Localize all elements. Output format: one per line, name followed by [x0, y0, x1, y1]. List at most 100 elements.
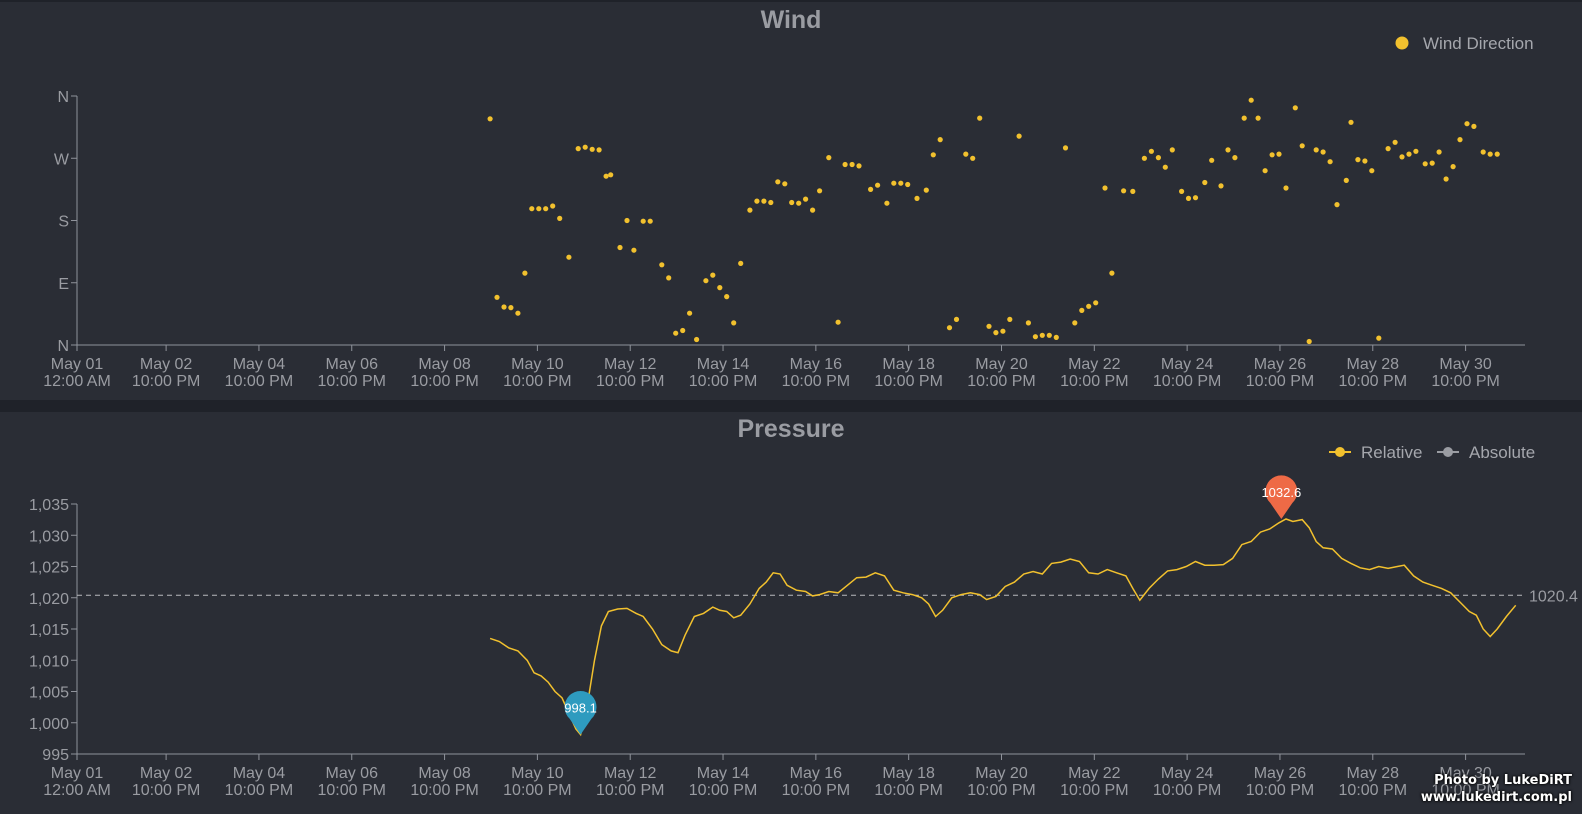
pressure-x-tick-label: 10:00 PM	[318, 782, 386, 799]
pressure-x-tick-label: 10:00 PM	[1246, 782, 1314, 799]
pressure-x-tick-label: May 16	[790, 765, 843, 782]
pressure-x-tick-label: May 06	[326, 765, 379, 782]
pressure-x-tick-label: 10:00 PM	[782, 782, 850, 799]
wind-direction-point	[1422, 161, 1428, 167]
wind-direction-point	[1292, 105, 1298, 111]
wind-direction-point	[1276, 151, 1282, 157]
wind-direction-point	[703, 278, 709, 284]
pressure-max-marker: 1032.6	[1261, 475, 1301, 519]
wind-direction-point	[803, 196, 809, 202]
wind-direction-point	[761, 198, 767, 204]
wind-direction-point	[1443, 176, 1449, 182]
wind-direction-point	[566, 254, 572, 260]
wind-x-tick-label: May 28	[1347, 356, 1400, 373]
wind-x-tick-label: May 04	[233, 356, 286, 373]
wind-x-tick-label: May 02	[140, 356, 193, 373]
wind-direction-point	[1313, 147, 1319, 153]
wind-direction-point	[1406, 151, 1412, 157]
wind-direction-point	[1192, 195, 1199, 201]
wind-direction-point	[898, 180, 904, 186]
wind-direction-point	[1355, 157, 1361, 163]
wind-direction-point	[710, 272, 716, 278]
wind-direction-point	[1102, 185, 1108, 191]
wind-direction-point	[993, 330, 999, 336]
wind-direction-point	[724, 294, 730, 300]
wind-x-tick-label: 10:00 PM	[1431, 373, 1499, 390]
wind-direction-point	[856, 163, 862, 169]
wind-direction-point	[1185, 195, 1192, 201]
pressure-legend-relative[interactable]: Relative	[1329, 443, 1422, 462]
wind-direction-point	[522, 270, 528, 276]
wind-direction-point	[1362, 158, 1368, 164]
wind-x-tick-label: 10:00 PM	[1153, 373, 1221, 390]
wind-x-tick-label: 10:00 PM	[132, 373, 200, 390]
wind-direction-point	[1062, 145, 1069, 151]
pressure-x-tick-label: 10:00 PM	[1153, 782, 1221, 799]
wind-x-tick-label: May 26	[1254, 356, 1307, 373]
pressure-x-tick-label: May 04	[233, 765, 286, 782]
wind-direction-point	[891, 180, 897, 186]
wind-direction-point	[1032, 334, 1038, 340]
wind-direction-point	[1072, 320, 1078, 326]
pressure-y-tick-label: 1,030	[29, 528, 69, 545]
wind-direction-point	[596, 147, 602, 153]
wind-direction-point	[986, 323, 992, 329]
wind-x-tick-label: 10:00 PM	[689, 373, 757, 390]
pressure-chart-title: Pressure	[737, 415, 844, 443]
wind-direction-point	[923, 187, 929, 193]
wind-direction-point	[529, 206, 535, 212]
pressure-legend-absolute[interactable]: Absolute	[1437, 443, 1535, 462]
pressure-x-tick-label: 10:00 PM	[503, 782, 571, 799]
wind-direction-point	[508, 305, 514, 311]
wind-legend-item[interactable]: Wind Direction	[1395, 34, 1534, 53]
pressure-y-tick-label: 1,000	[29, 716, 69, 733]
pressure-x-tick-label: 10:00 PM	[410, 782, 478, 799]
wind-direction-point	[550, 203, 556, 209]
pressure-x-tick-label: May 18	[882, 765, 935, 782]
pressure-x-tick-label: May 26	[1254, 765, 1307, 782]
wind-direction-point	[738, 260, 744, 266]
wind-x-tick-label: 10:00 PM	[1060, 373, 1128, 390]
pressure-min-marker-pin	[564, 691, 597, 735]
wind-direction-point	[608, 172, 614, 178]
pressure-x-tick-label: 10:00 PM	[1060, 782, 1128, 799]
wind-direction-point	[953, 316, 960, 322]
wind-direction-point	[1225, 147, 1231, 153]
pressure-markers: 998.1 1032.6	[564, 475, 1301, 735]
pressure-x-tick-label: 10:00 PM	[132, 782, 200, 799]
pressure-x-tick-label: 10:00 PM	[1431, 782, 1499, 799]
wind-direction-point	[1255, 115, 1261, 121]
wind-direction-point	[1369, 168, 1375, 174]
pressure-y-tick-label: 1,015	[29, 622, 69, 639]
pressure-x-tick-label: 10:00 PM	[1339, 782, 1407, 799]
wind-direction-point	[624, 217, 630, 224]
wind-x-tick-label: May 24	[1161, 356, 1214, 373]
wind-x-tick-label: 10:00 PM	[782, 373, 850, 390]
wind-direction-point	[1000, 328, 1006, 334]
wind-direction-point	[731, 320, 737, 326]
pressure-x-tick-label: 10:00 PM	[225, 782, 293, 799]
wind-direction-point	[1093, 300, 1099, 306]
wind-x-tick-label: May 06	[326, 356, 379, 373]
pressure-max-marker-label: 1032.6	[1261, 485, 1301, 500]
wind-x-tick-label: May 12	[604, 356, 657, 373]
wind-y-tick-label: W	[54, 151, 70, 168]
wind-direction-point	[1399, 154, 1405, 160]
pressure-x-tick-label: 12:00 AM	[43, 782, 111, 799]
pressure-x-tick-label: May 30	[1439, 765, 1492, 782]
pressure-chart-panel: Pressure Relative Absolute 995 1,000 1,005…	[0, 412, 1582, 814]
wind-direction-point	[1155, 155, 1161, 161]
pressure-x-tick-label: May 14	[697, 765, 750, 782]
wind-direction-point	[884, 200, 890, 206]
wind-direction-point	[1179, 188, 1185, 194]
pressure-chart: Pressure Relative Absolute 995 1,000 1,005…	[29, 415, 1578, 799]
wind-x-tick-label: 10:00 PM	[874, 373, 942, 390]
wind-direction-point	[977, 115, 983, 121]
wind-x-tick-label: May 01	[51, 356, 104, 373]
wind-direction-point	[589, 146, 595, 152]
wind-direction-point	[817, 188, 823, 194]
wind-direction-point	[536, 206, 542, 212]
wind-direction-point	[515, 310, 521, 316]
wind-direction-point	[1248, 97, 1254, 103]
wind-x-tick-label: 10:00 PM	[1339, 373, 1407, 390]
